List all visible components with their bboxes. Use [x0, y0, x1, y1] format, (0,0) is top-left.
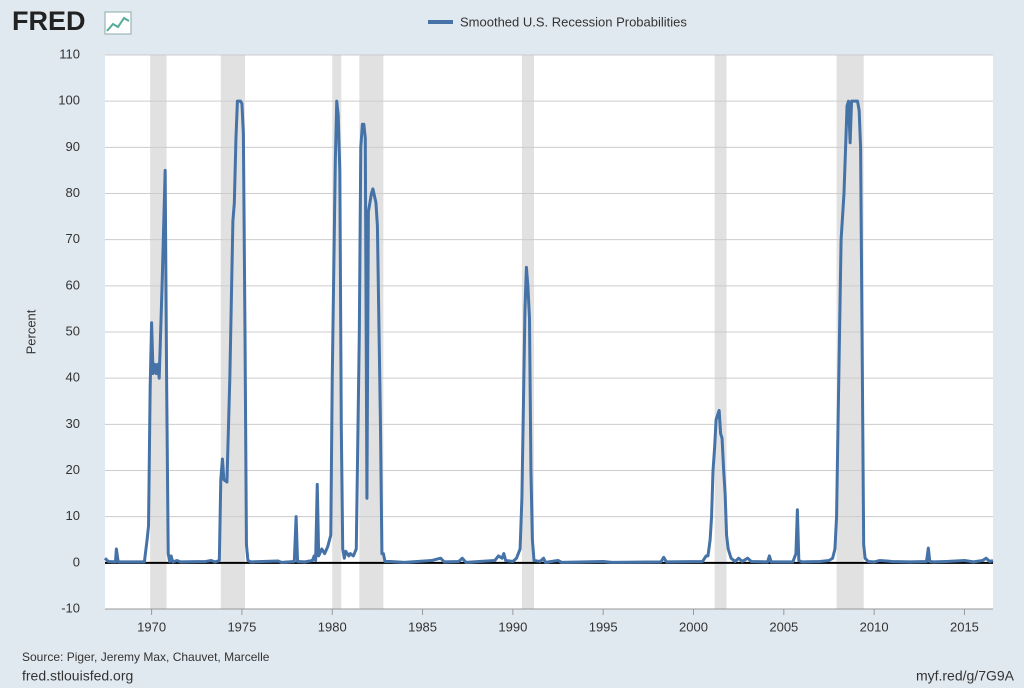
y-tick-label: 20: [66, 462, 80, 477]
x-tick-label: 1975: [227, 619, 256, 634]
source: Source: Piger, Jeremy Max, Chauvet, Marc…: [22, 650, 270, 664]
y-tick-label: 0: [73, 554, 80, 569]
x-tick-label: 2015: [950, 619, 979, 634]
x-tick-label: 1985: [408, 619, 437, 634]
y-tick-label: 110: [59, 46, 80, 61]
y-tick-label: 70: [66, 231, 80, 246]
x-tick-label: 1990: [498, 619, 527, 634]
y-tick-label: 40: [66, 370, 80, 385]
y-tick-label: 30: [66, 416, 80, 431]
logo-icon: [104, 11, 132, 35]
x-tick-label: 1970: [137, 619, 166, 634]
x-tick-label: 2000: [679, 619, 708, 634]
y-tick-label: 80: [66, 185, 80, 200]
logo: FRED: [12, 6, 86, 36]
y-tick-label: -10: [61, 600, 80, 615]
y-tick-label: 100: [58, 93, 80, 108]
series-line: [103, 99, 994, 564]
site: fred.stlouisfed.org: [22, 668, 133, 684]
x-tick-label: 1995: [589, 619, 618, 634]
legend-label: Smoothed U.S. Recession Probabilities: [460, 14, 687, 29]
y-tick-label: 60: [66, 277, 80, 292]
x-tick-label: 2005: [769, 619, 798, 634]
y-tick-label: 90: [66, 139, 80, 154]
short-url: myf.red/g/7G9A: [916, 668, 1015, 684]
y-tick-label: 50: [66, 323, 80, 338]
x-tick-label: 1980: [318, 619, 347, 634]
y-axis-label: Percent: [23, 309, 38, 354]
y-tick-label: 10: [66, 508, 80, 523]
x-tick-label: 2010: [860, 619, 889, 634]
